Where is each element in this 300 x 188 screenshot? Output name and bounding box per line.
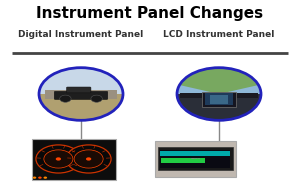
Circle shape [38,177,42,179]
Wedge shape [177,94,261,120]
Text: ────: ──── [190,157,200,161]
Wedge shape [180,68,258,94]
Circle shape [66,145,111,173]
FancyBboxPatch shape [202,92,236,107]
FancyBboxPatch shape [54,91,108,99]
FancyBboxPatch shape [67,87,91,93]
Circle shape [56,157,61,161]
Circle shape [44,150,73,168]
Circle shape [44,177,47,179]
Text: Digital Instrument Panel: Digital Instrument Panel [18,30,144,39]
FancyBboxPatch shape [160,150,230,168]
Circle shape [36,145,81,173]
Text: LCD Instrument Panel: LCD Instrument Panel [163,30,275,39]
FancyBboxPatch shape [205,93,233,105]
Circle shape [74,150,103,168]
Circle shape [33,177,36,179]
Wedge shape [177,68,261,94]
Circle shape [91,95,102,102]
Circle shape [60,95,71,102]
Wedge shape [39,68,123,94]
FancyBboxPatch shape [45,89,117,99]
Text: Instrument Panel Changes: Instrument Panel Changes [36,6,264,21]
FancyBboxPatch shape [32,139,116,180]
Wedge shape [39,94,123,120]
FancyBboxPatch shape [180,93,258,98]
Circle shape [86,157,91,161]
Circle shape [39,68,123,120]
Circle shape [177,68,261,120]
FancyBboxPatch shape [154,141,236,177]
FancyBboxPatch shape [160,158,205,163]
FancyBboxPatch shape [160,151,230,156]
FancyBboxPatch shape [210,95,228,104]
FancyBboxPatch shape [158,147,232,170]
